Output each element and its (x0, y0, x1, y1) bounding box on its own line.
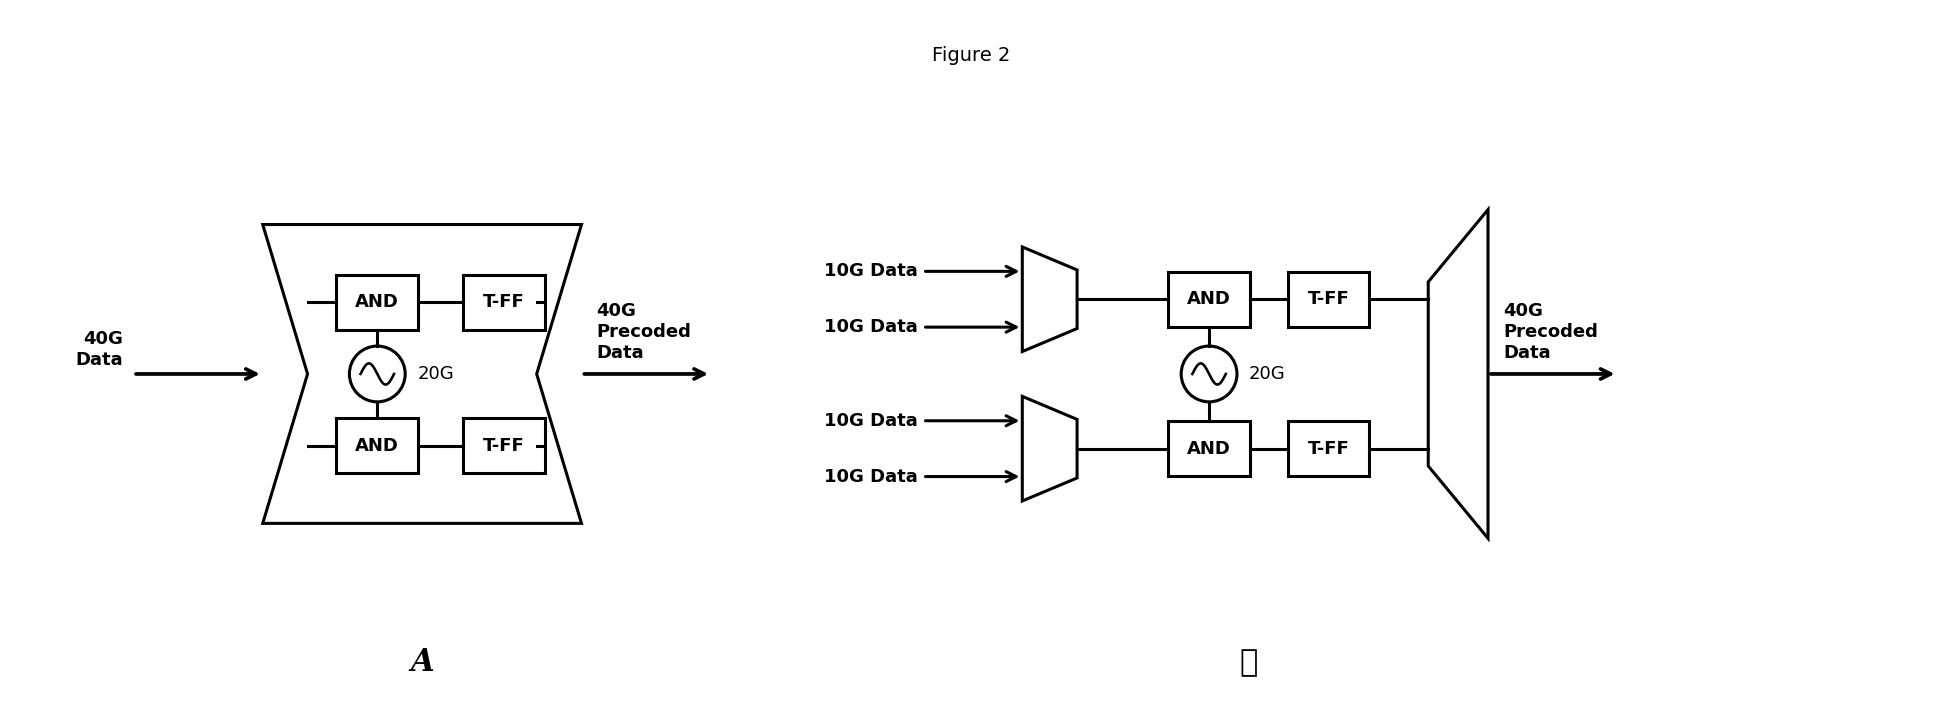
Polygon shape (462, 275, 544, 329)
Text: T-FF: T-FF (1307, 290, 1350, 308)
Polygon shape (1021, 247, 1078, 352)
Text: T-FF: T-FF (1307, 439, 1350, 458)
Text: AND: AND (1187, 439, 1231, 458)
Text: 10G Data: 10G Data (823, 468, 919, 486)
Text: 20G: 20G (1249, 365, 1286, 383)
Polygon shape (462, 418, 544, 473)
Text: AND: AND (355, 437, 400, 455)
Text: Figure 2: Figure 2 (932, 46, 1010, 64)
Polygon shape (1288, 421, 1369, 476)
Polygon shape (336, 275, 418, 329)
Polygon shape (336, 418, 418, 473)
Polygon shape (1288, 272, 1369, 327)
Text: 10G Data: 10G Data (823, 262, 919, 280)
Text: ℬ: ℬ (1239, 647, 1258, 678)
Text: T-FF: T-FF (484, 437, 524, 455)
Polygon shape (1427, 209, 1488, 539)
Polygon shape (1169, 272, 1251, 327)
Polygon shape (262, 224, 581, 523)
Text: AND: AND (1187, 290, 1231, 308)
Text: A: A (410, 647, 433, 678)
Text: AND: AND (355, 293, 400, 311)
Text: 40G
Precoded
Data: 40G Precoded Data (1503, 303, 1598, 362)
Polygon shape (1021, 396, 1078, 501)
Text: T-FF: T-FF (484, 293, 524, 311)
Text: 40G
Precoded
Data: 40G Precoded Data (596, 303, 691, 362)
Text: 40G
Data: 40G Data (76, 330, 122, 369)
Text: 10G Data: 10G Data (823, 318, 919, 336)
Polygon shape (1169, 421, 1251, 476)
Text: 10G Data: 10G Data (823, 412, 919, 430)
Text: 20G: 20G (418, 365, 454, 383)
